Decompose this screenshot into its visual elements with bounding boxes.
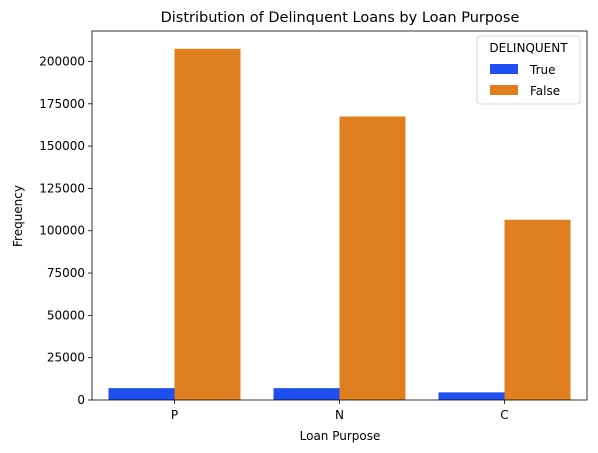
legend-label-true: True — [529, 63, 556, 77]
legend-label-false: False — [530, 84, 560, 98]
legend-swatch-true — [490, 64, 518, 74]
bar-p-false — [174, 48, 241, 400]
y-tick-label: 175000 — [39, 97, 85, 111]
x-tick-label: N — [335, 408, 344, 422]
y-tick-label: 150000 — [39, 139, 85, 153]
y-axis-label: Frequency — [11, 185, 25, 247]
bars — [108, 48, 571, 400]
y-tick-label: 200000 — [39, 54, 85, 68]
x-tick-label: P — [171, 408, 178, 422]
y-tick-label: 0 — [77, 393, 85, 407]
legend: DELINQUENT True False — [476, 35, 581, 105]
legend-title: DELINQUENT — [489, 41, 568, 55]
plot-frame — [91, 30, 588, 401]
bar-c-false — [504, 219, 571, 400]
chart-title: Distribution of Delinquent Loans by Loan… — [161, 10, 520, 26]
y-axis: 0 25000 50000 75000 100000 125000 150000 175000… — [39, 54, 92, 407]
bar-n-false — [339, 116, 406, 400]
x-axis-label: Loan Purpose — [300, 429, 381, 443]
y-tick-label: 75000 — [47, 266, 85, 280]
bar-n-true — [273, 388, 340, 400]
y-tick-label: 100000 — [39, 224, 85, 238]
legend-swatch-false — [490, 85, 518, 95]
x-tick-label: C — [500, 408, 508, 422]
y-tick-label: 50000 — [47, 308, 85, 322]
bar-p-true — [108, 388, 175, 400]
y-tick-label: 25000 — [47, 351, 85, 365]
y-tick-label: 125000 — [39, 181, 85, 195]
bar-c-true — [438, 392, 505, 400]
